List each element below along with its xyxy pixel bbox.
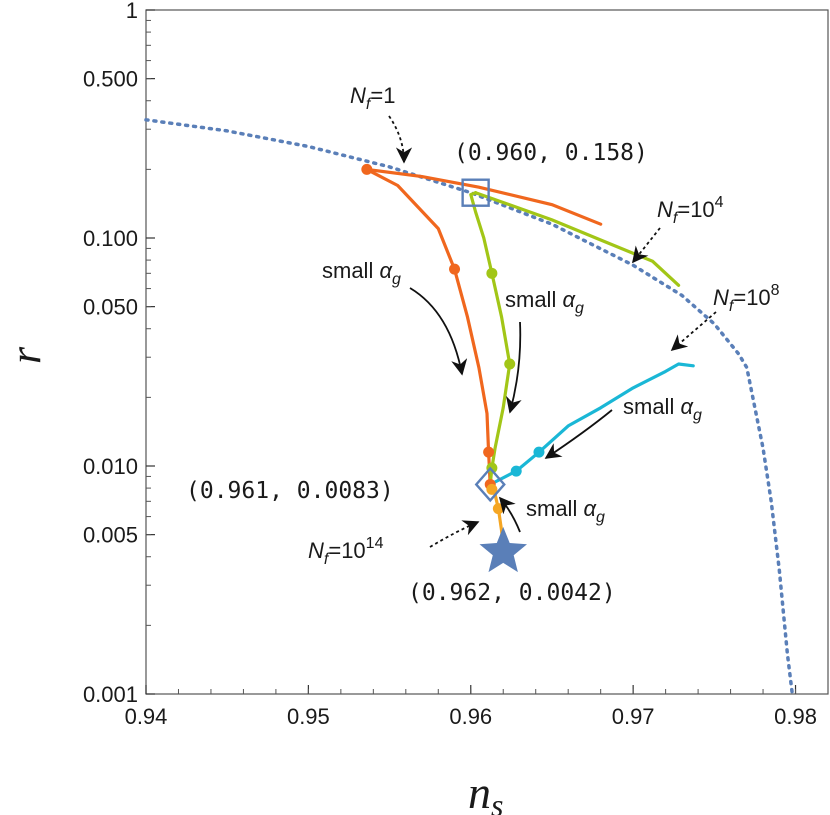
series-point-Nf_1e4 [504, 358, 516, 370]
series-line-Nf_1e4 [469, 191, 512, 487]
series-line-Nf_1e8 [488, 362, 695, 487]
series-line-Nf_1 [365, 167, 492, 487]
series-branch-Nf_1 [365, 167, 603, 226]
small-alpha-arrow-3 [544, 409, 613, 459]
nf-1e8-annotation: Nf=108 [713, 282, 780, 315]
y-axis-label: r [1, 346, 50, 364]
y-tick-label: 0.001 [83, 682, 138, 707]
series-point-Nf_1e14 [486, 483, 498, 495]
x-tick-label: 0.95 [287, 704, 330, 729]
small-alpha-annotation-3: small αg [623, 394, 702, 424]
square-marker [461, 178, 490, 207]
y-tick-label: 1 [126, 0, 138, 23]
series-point-Nf_1 [483, 446, 495, 458]
nf14-pointer [429, 520, 480, 548]
series-point-Nf_1e8 [533, 446, 545, 458]
star-marker [479, 526, 527, 573]
star-point-label: (0.962, 0.0042) [408, 580, 616, 606]
square-point-label: (0.960, 0.158) [454, 140, 648, 166]
y-tick-label: 0.005 [83, 523, 138, 548]
nf8-pointer [670, 311, 717, 352]
nf-1e14-annotation: Nf=1014 [308, 535, 384, 568]
y-tick-label: 0.010 [83, 454, 138, 479]
small-alpha-arrow-4 [498, 496, 521, 533]
small-alpha-annotation-1: small αg [322, 258, 401, 288]
x-tick-label: 0.97 [612, 704, 655, 729]
series-branch-Nf_1e4 [474, 191, 681, 287]
x-tick-label: 0.94 [125, 704, 168, 729]
small-alpha-arrow-2 [506, 321, 522, 414]
nf4-pointer [631, 227, 661, 264]
x-axis-label: ns [468, 767, 503, 815]
y-tick-label: 0.500 [83, 67, 138, 92]
nf-1-annotation: Nf=1 [350, 83, 395, 113]
series-point-Nf_1e4 [486, 267, 498, 279]
diamond-marker [474, 466, 506, 503]
plot-frame [145, 9, 829, 695]
nf-1e4-annotation: Nf=104 [657, 194, 724, 227]
series-point-Nf_1e8 [510, 465, 522, 477]
small-alpha-annotation-2: small αg [505, 287, 584, 317]
small-alpha-arrow-1 [409, 287, 468, 376]
series-point-Nf_1e14 [492, 503, 504, 515]
y-tick-label: 0.100 [83, 226, 138, 251]
series-line-boundary [144, 118, 795, 696]
series-point-Nf_1 [449, 263, 461, 275]
y-tick-label: 0.050 [83, 295, 138, 320]
x-tick-label: 0.96 [449, 704, 492, 729]
series-point-Nf_1 [361, 163, 373, 175]
diamond-point-label: (0.961, 0.0083) [186, 478, 394, 504]
x-tick-label: 0.98 [774, 704, 817, 729]
small-alpha-annotation-4: small αg [526, 496, 605, 526]
nf1-pointer [388, 115, 413, 164]
